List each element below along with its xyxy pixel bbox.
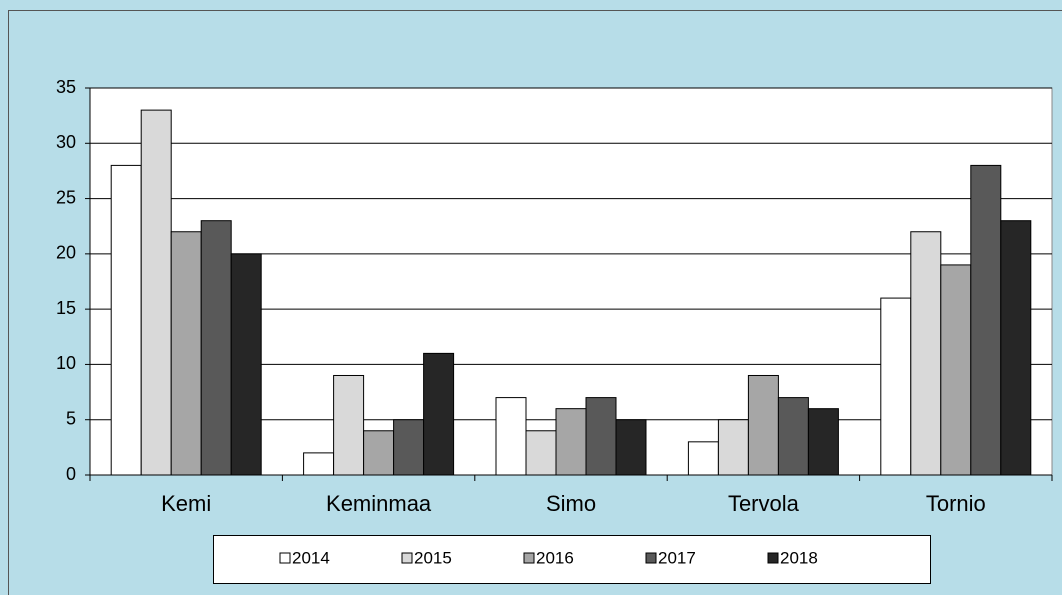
x-tick-label: Simo [546,491,596,516]
bar [495,397,527,476]
legend-swatch [523,552,535,564]
frame [8,10,1062,595]
y-tick-label: 15 [56,298,76,318]
x-tick-label: Tervola [728,491,800,516]
bar [717,419,749,476]
bar [333,374,365,476]
y-tick-label: 10 [56,353,76,373]
bar [555,408,587,476]
legend-box [213,535,931,584]
bar [200,220,232,476]
bar [940,264,972,476]
bar [525,430,557,476]
bar [303,452,335,476]
bar [880,297,912,476]
legend-label: 2014 [292,548,330,567]
legend-label: 2018 [780,548,818,567]
legend-swatch [767,552,779,564]
y-tick-label: 20 [56,243,76,263]
legend-label: 2016 [536,548,574,567]
bar [140,109,172,476]
legend-label: 2015 [414,548,452,567]
bar [363,430,395,476]
bar [910,231,942,476]
bar [615,419,647,476]
legend-swatch [279,552,291,564]
bar [230,253,262,476]
bar [423,352,455,476]
y-tick-label: 25 [56,187,76,207]
bar [687,441,719,476]
bar [747,374,779,476]
bar [585,397,617,476]
x-tick-label: Keminmaa [326,491,432,516]
legend-swatch [401,552,413,564]
bar [777,397,809,476]
y-tick-label: 35 [56,77,76,97]
bar [110,164,142,476]
y-tick-label: 30 [56,132,76,152]
bar [807,408,839,476]
legend-swatch [645,552,657,564]
x-tick-label: Kemi [161,491,211,516]
bar [1000,220,1032,476]
bar [170,231,202,476]
bar [970,164,1002,476]
y-tick-label: 0 [66,464,76,484]
y-tick-label: 5 [66,408,76,428]
bar [393,419,425,476]
x-tick-label: Tornio [926,491,986,516]
legend-label: 2017 [658,548,696,567]
